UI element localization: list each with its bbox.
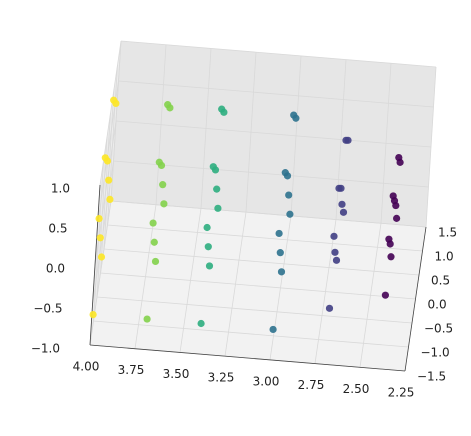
point — [166, 104, 174, 112]
x-tick-label: 3.00 — [253, 374, 280, 388]
y-tick-label: −1.0 — [421, 346, 450, 360]
z-tick-label: 1.0 — [51, 182, 70, 196]
point — [143, 315, 151, 323]
point — [157, 161, 166, 170]
grid-line — [118, 80, 434, 108]
point — [105, 176, 113, 184]
point — [285, 191, 293, 199]
point — [160, 200, 168, 208]
grid-line — [99, 40, 122, 186]
point — [331, 248, 339, 256]
grid-line — [89, 200, 112, 346]
y-tick-label: 1.0 — [435, 250, 454, 264]
grid-line — [93, 320, 409, 348]
point — [276, 249, 284, 257]
point — [103, 157, 112, 165]
grid-line — [103, 248, 420, 276]
x-axis — [89, 344, 406, 372]
y-tick-label: −1.5 — [417, 370, 446, 384]
point — [203, 223, 211, 232]
point — [344, 136, 352, 144]
point — [339, 208, 348, 216]
point — [211, 166, 220, 174]
point — [337, 184, 345, 192]
x-tick-label: 2.50 — [343, 382, 370, 396]
grid-line — [94, 120, 117, 266]
point — [106, 195, 114, 203]
z-axis — [89, 184, 101, 346]
point — [292, 114, 300, 122]
point — [213, 185, 221, 193]
x-tick-label: 4.00 — [73, 360, 100, 374]
x-tick-label: 3.25 — [208, 371, 235, 385]
point — [392, 201, 400, 210]
point — [151, 257, 160, 266]
point — [95, 215, 103, 223]
point — [89, 311, 97, 319]
point — [393, 214, 401, 222]
point — [338, 200, 346, 208]
x-tick-label: 2.75 — [298, 378, 325, 392]
point — [197, 319, 205, 328]
point — [277, 268, 286, 276]
z-tick-label: −0.5 — [33, 302, 62, 316]
z-tick-label: 0.5 — [48, 222, 67, 236]
x-tick-label: 2.25 — [388, 386, 415, 400]
grid-line — [96, 296, 413, 324]
point — [325, 304, 334, 312]
point — [112, 99, 120, 107]
point — [387, 253, 395, 261]
y-tick-label: 1.5 — [438, 226, 457, 240]
y-axis — [404, 226, 427, 372]
point — [159, 181, 167, 189]
point — [214, 204, 222, 212]
point — [205, 262, 214, 270]
x-tick-label: 3.50 — [163, 367, 190, 381]
grid-line — [120, 40, 437, 68]
point — [96, 234, 104, 242]
y-tick-label: 0.0 — [428, 298, 447, 312]
x-tick-label: 3.75 — [118, 363, 145, 377]
point — [220, 108, 228, 116]
point — [149, 219, 157, 227]
grid-line — [107, 224, 423, 252]
point — [332, 256, 341, 264]
grid-line — [100, 272, 416, 300]
point — [283, 172, 292, 180]
point — [386, 240, 394, 248]
grid-line — [113, 160, 429, 188]
point — [97, 253, 106, 261]
grid-line — [115, 120, 432, 148]
point — [381, 291, 389, 299]
point — [275, 229, 283, 238]
point — [330, 232, 338, 240]
z-tick-label: −1.0 — [31, 342, 60, 356]
point — [396, 158, 404, 166]
point — [204, 243, 212, 251]
point — [269, 325, 277, 334]
grid-line — [92, 160, 114, 306]
y-tick-label: 0.5 — [431, 274, 450, 288]
z-tick-label: 0.0 — [46, 262, 65, 276]
point — [150, 238, 158, 246]
y-tick-label: −0.5 — [424, 322, 453, 336]
point — [286, 210, 294, 218]
